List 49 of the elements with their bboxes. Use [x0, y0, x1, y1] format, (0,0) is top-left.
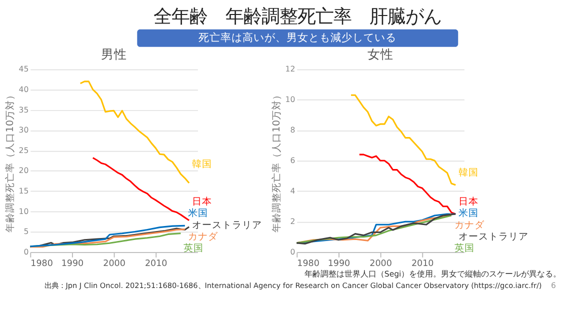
y-tick-label: 35	[18, 105, 29, 114]
x-tick-label: 2000	[370, 259, 392, 270]
y-tick-label: 12	[285, 64, 296, 74]
y-tick-label: 6	[290, 156, 296, 166]
text: 英国	[454, 242, 474, 254]
y-tick-label: 0	[24, 248, 29, 257]
text: 全年齢 年齢調整死亡率 肝臓がん	[154, 6, 442, 28]
y-tick-label: 0	[290, 248, 296, 257]
series-label: オーストラリア	[458, 231, 529, 242]
y-tick-label: 20	[18, 166, 29, 176]
series-label: 米国	[458, 207, 479, 220]
text: 死亡率は高いが、男女とも減少している	[198, 31, 397, 44]
y-tick-label: 4	[290, 186, 296, 196]
x-tick-label: 1990	[61, 259, 84, 270]
y-tick-label: 45	[18, 64, 29, 74]
series-label: オーストラリア	[192, 220, 262, 231]
y-tick-label: 30	[18, 126, 29, 135]
text: 6	[550, 281, 556, 290]
text: 年齢調整は世界人口（Segi）を使用。男女で縦軸のスケールが異なる。	[304, 269, 562, 278]
series-label: 韓国	[192, 158, 212, 170]
y-tick-label: 15	[18, 186, 29, 196]
series-label: カナダ	[454, 218, 486, 231]
x-tick-label: 1980	[30, 259, 53, 270]
y-tick-label: 8	[290, 126, 296, 135]
line-series	[350, 94, 456, 186]
chart-title: 女性	[367, 46, 394, 62]
y-tick-label: 2	[290, 217, 296, 226]
line-series	[92, 157, 190, 222]
x-tick-label: 2010	[144, 259, 168, 270]
series-label: 韓国	[458, 166, 479, 178]
chart-title: 男性	[100, 46, 127, 62]
series-label: 日本	[458, 195, 479, 208]
line-series	[358, 154, 456, 215]
y-tick-label: 25	[18, 146, 29, 155]
y-axis-title: 年齢調整死亡率（人口10万対）	[4, 90, 16, 232]
y-tick-label: 40	[18, 84, 29, 94]
y-axis-title: 年齢調整死亡率（人口10万対）	[270, 90, 282, 232]
series-label: カナダ	[188, 230, 219, 242]
series-label: 日本	[192, 195, 212, 208]
x-tick-label: 1990	[328, 259, 350, 270]
series-label: 米国	[188, 207, 208, 220]
x-tick-label: 1980	[297, 259, 320, 270]
series-label: 英国	[184, 242, 204, 254]
x-tick-label: 2000	[103, 259, 126, 270]
y-tick-label: 10	[285, 95, 296, 104]
x-tick-label: 2010	[411, 259, 434, 270]
y-tick-label: 10	[18, 206, 29, 216]
y-tick-label: 5	[24, 227, 29, 236]
line-series	[80, 80, 190, 184]
